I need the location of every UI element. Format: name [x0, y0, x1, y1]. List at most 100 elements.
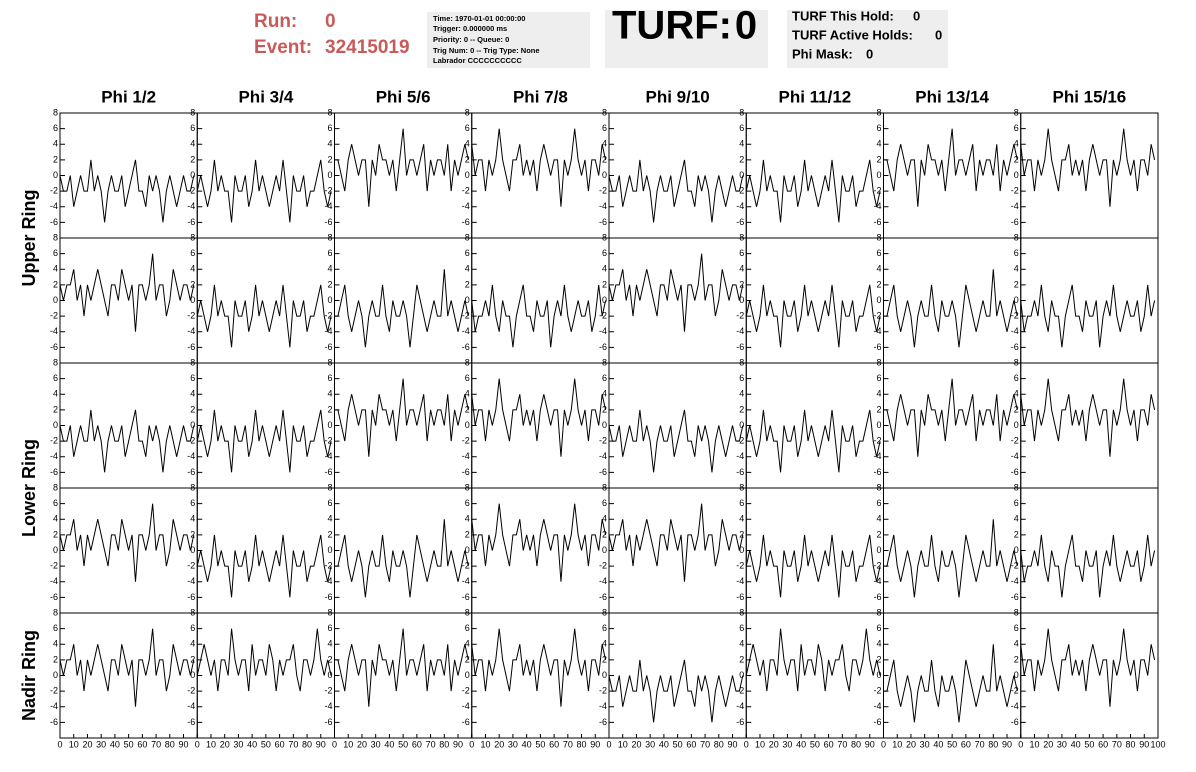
x-tick-label: 40 [384, 739, 394, 749]
ring-label: Lower Ring [19, 439, 39, 537]
y-tick-label: -6 [324, 217, 332, 227]
y-tick-label: -4 [187, 451, 195, 461]
y-tick-label: -4 [736, 201, 744, 211]
y-tick-label: 8 [190, 232, 195, 242]
y-tick-label: 4 [602, 514, 607, 524]
x-tick-label: 10 [755, 739, 765, 749]
panel-frame [745, 362, 884, 489]
y-tick-label: -2 [736, 686, 744, 696]
y-tick-label: 6 [465, 373, 470, 383]
stat-value: 0 [866, 46, 873, 61]
y-tick-label: -4 [736, 326, 744, 336]
y-tick-label: 0 [1014, 670, 1019, 680]
y-tick-label: -2 [462, 186, 470, 196]
y-tick-label: 4 [1014, 139, 1019, 149]
y-tick-label: -4 [1011, 451, 1019, 461]
y-tick-label: -4 [50, 701, 58, 711]
y-tick-label: 2 [465, 529, 470, 539]
y-tick-label: 2 [190, 279, 195, 289]
x-tick-label: 0 [881, 739, 886, 749]
y-tick-label: 0 [876, 420, 881, 430]
y-tick-label: 2 [1014, 654, 1019, 664]
y-tick-label: 0 [53, 420, 58, 430]
y-tick-label: 4 [739, 389, 744, 399]
x-tick-label: 20 [1043, 739, 1053, 749]
y-tick-label: -4 [462, 576, 470, 586]
waveform [334, 519, 469, 598]
y-tick-label: -6 [736, 717, 744, 727]
y-tick-label: 6 [602, 123, 607, 133]
y-tick-label: -4 [324, 326, 332, 336]
y-tick-label: 0 [465, 420, 470, 430]
y-tick-label: -4 [462, 326, 470, 336]
y-tick-label: 2 [739, 279, 744, 289]
y-tick-label: 4 [327, 514, 332, 524]
y-tick-label: 4 [602, 639, 607, 649]
x-tick-label: 10 [69, 739, 79, 749]
waveform [471, 284, 607, 348]
y-tick-label: 8 [602, 107, 607, 117]
y-tick-label: -6 [599, 717, 607, 727]
y-tick-label: 6 [1014, 123, 1019, 133]
y-tick-label: 2 [465, 404, 470, 414]
y-tick-label: 0 [1014, 420, 1019, 430]
y-tick-label: 6 [1014, 623, 1019, 633]
info-line: Priority: 0 -- Queue: 0 [433, 35, 509, 44]
y-tick-label: -2 [50, 186, 58, 196]
y-tick-label: -6 [873, 217, 881, 227]
x-tick-label: 80 [714, 739, 724, 749]
y-tick-label: 8 [876, 357, 881, 367]
y-tick-label: 8 [327, 232, 332, 242]
y-tick-label: 8 [739, 107, 744, 117]
y-tick-label: -2 [599, 311, 607, 321]
y-tick-label: 0 [876, 170, 881, 180]
y-tick-label: -6 [324, 717, 332, 727]
x-tick-label: 40 [659, 739, 669, 749]
y-tick-label: 2 [1014, 404, 1019, 414]
x-tick-label: 70 [563, 739, 573, 749]
x-tick-label: 50 [1084, 739, 1094, 749]
y-tick-label: 0 [602, 545, 607, 555]
y-tick-label: 6 [739, 123, 744, 133]
y-tick-label: -2 [1011, 686, 1019, 696]
y-tick-label: -4 [324, 701, 332, 711]
x-tick-label: 80 [988, 739, 998, 749]
y-tick-label: 0 [1014, 170, 1019, 180]
panel-frame [196, 237, 335, 364]
x-tick-label: 40 [1071, 739, 1081, 749]
y-tick-label: -6 [50, 217, 58, 227]
y-tick-label: -2 [873, 311, 881, 321]
y-tick-label: 6 [739, 498, 744, 508]
y-tick-label: 0 [465, 295, 470, 305]
x-tick-label: 10 [1029, 739, 1039, 749]
y-tick-label: 0 [465, 545, 470, 555]
info-line: Labrador CCCCCCCCCC [433, 56, 522, 65]
x-tick-label: 30 [782, 739, 792, 749]
y-tick-label: -4 [324, 451, 332, 461]
y-tick-label: 6 [190, 623, 195, 633]
event-label: Event: [254, 37, 312, 58]
y-tick-label: -6 [187, 717, 195, 727]
y-tick-label: 8 [602, 357, 607, 367]
panel-frame [745, 237, 884, 364]
waveform [59, 253, 195, 332]
y-tick-label: -6 [462, 592, 470, 602]
x-tick-label: 80 [165, 739, 175, 749]
y-tick-label: 4 [190, 139, 195, 149]
y-tick-label: -2 [736, 436, 744, 446]
y-tick-label: -4 [50, 326, 58, 336]
y-tick-label: -6 [50, 717, 58, 727]
x-tick-label: 60 [1098, 739, 1108, 749]
x-tick-label: 90 [590, 739, 600, 749]
y-tick-label: 4 [1014, 264, 1019, 274]
y-tick-label: -4 [873, 326, 881, 336]
x-tick-label: 70 [837, 739, 847, 749]
y-tick-label: -6 [50, 592, 58, 602]
y-tick-label: 4 [876, 389, 881, 399]
y-tick-label: 2 [876, 654, 881, 664]
y-tick-label: 4 [465, 514, 470, 524]
x-tick-label: 100 [1150, 739, 1165, 749]
y-tick-label: 2 [602, 404, 607, 414]
waveform [196, 284, 332, 348]
y-tick-label: 6 [327, 123, 332, 133]
